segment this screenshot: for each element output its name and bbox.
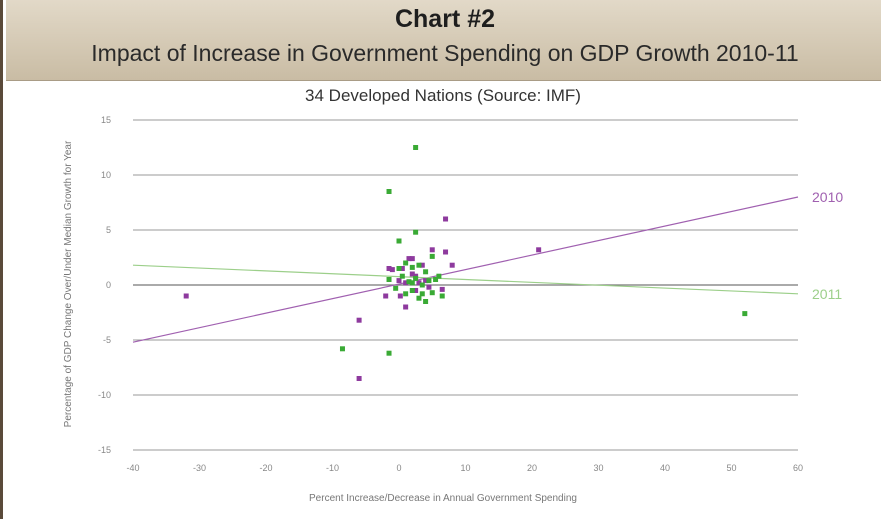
y-tick-label: 5 xyxy=(106,225,111,235)
y-tick-label: -5 xyxy=(103,335,111,345)
y-tick-label: 15 xyxy=(101,115,111,125)
point-2010 xyxy=(403,280,409,286)
point-2011 xyxy=(409,264,415,270)
point-2010 xyxy=(443,249,449,255)
point-2011 xyxy=(416,262,422,268)
point-2011 xyxy=(393,285,399,291)
point-2010 xyxy=(397,293,403,299)
x-tick-label: 40 xyxy=(660,463,670,473)
chart-subtitle: 34 Developed Nations (Source: IMF) xyxy=(305,86,581,105)
point-2011 xyxy=(399,273,405,279)
point-2010 xyxy=(356,317,362,323)
y-axis-label: Percentage of GDP Change Over/Under Medi… xyxy=(63,140,74,427)
point-2010 xyxy=(429,247,435,253)
x-tick-label: -10 xyxy=(326,463,339,473)
x-tick-label: 0 xyxy=(396,463,401,473)
x-tick-label: 50 xyxy=(726,463,736,473)
y-tick-label: -10 xyxy=(98,390,111,400)
point-2010 xyxy=(416,280,422,286)
trendline-label-2011: 2011 xyxy=(812,286,842,302)
x-tick-label: 30 xyxy=(593,463,603,473)
point-2011 xyxy=(403,291,409,297)
point-2011 xyxy=(423,299,429,304)
trendline-2010 xyxy=(132,196,799,343)
trendlines: 2010 2011 xyxy=(132,189,843,343)
chart-header: Chart #2 Impact of Increase in Governmen… xyxy=(6,0,881,81)
point-2010 xyxy=(399,266,405,271)
point-2010 xyxy=(406,256,412,262)
point-2010 xyxy=(396,278,402,284)
point-2011 xyxy=(423,269,429,275)
point-2010 xyxy=(403,304,409,310)
point-2011 xyxy=(409,280,415,286)
y-axis-ticks: -15 -10 -5 0 5 10 15 xyxy=(98,115,111,455)
x-tick-label: -20 xyxy=(259,463,272,473)
point-2010 xyxy=(356,376,362,381)
x-tick-label: 20 xyxy=(527,463,537,473)
point-2011 xyxy=(403,260,409,266)
x-axis-label: Percent Increase/Decrease in Annual Gove… xyxy=(309,493,577,504)
y-tick-label: -15 xyxy=(98,445,111,455)
x-tick-label: 10 xyxy=(460,463,470,473)
point-2010 xyxy=(409,256,415,262)
point-2011 xyxy=(413,229,419,235)
point-2011 xyxy=(396,238,402,244)
data-points xyxy=(183,145,748,381)
x-tick-label: 60 xyxy=(793,463,803,473)
point-2010 xyxy=(449,262,455,268)
point-2011 xyxy=(433,277,439,282)
point-2011 xyxy=(419,291,425,297)
point-2011 xyxy=(429,253,435,259)
point-2011 xyxy=(439,293,445,299)
y-tick-label: 10 xyxy=(101,170,111,180)
point-2010 xyxy=(413,288,419,293)
point-2010 xyxy=(389,267,395,273)
point-2011 xyxy=(413,145,419,150)
point-2011 xyxy=(426,278,432,284)
trendline-label-2010: 2010 xyxy=(812,189,843,205)
point-2010 xyxy=(443,216,449,222)
scatter-plot: 34 Developed Nations (Source: IMF) 20102… xyxy=(63,86,843,504)
point-2010 xyxy=(386,266,392,271)
point-2010 xyxy=(439,286,445,292)
point-2011 xyxy=(386,350,392,356)
point-2011 xyxy=(419,282,425,288)
point-2011 xyxy=(386,277,392,282)
point-2010 xyxy=(409,271,415,277)
point-2010 xyxy=(423,278,429,284)
point-2011 xyxy=(416,295,422,301)
trendline-2011 xyxy=(132,264,799,295)
x-tick-label: -30 xyxy=(193,463,206,473)
point-2011 xyxy=(339,346,345,352)
point-2011 xyxy=(396,266,402,271)
point-2011 xyxy=(436,273,442,279)
point-2011 xyxy=(413,275,419,281)
point-2011 xyxy=(409,288,415,293)
point-2010 xyxy=(419,262,425,268)
point-2011 xyxy=(742,311,748,317)
chart-number: Chart #2 xyxy=(394,5,496,33)
point-2010 xyxy=(383,293,389,299)
point-2010 xyxy=(536,247,542,253)
point-2010 xyxy=(426,284,432,290)
x-axis-ticks: -40 -30 -20 -10 0 10 20 30 40 50 60 xyxy=(126,463,803,473)
grid-lines xyxy=(133,119,798,451)
point-2011 xyxy=(406,279,412,285)
point-2011 xyxy=(429,290,435,296)
point-2010 xyxy=(183,293,189,299)
point-2011 xyxy=(386,189,392,194)
chart-title: Impact of Increase in Government Spendin… xyxy=(91,40,799,66)
y-tick-label: 0 xyxy=(106,280,111,290)
x-tick-label: -40 xyxy=(126,463,139,473)
